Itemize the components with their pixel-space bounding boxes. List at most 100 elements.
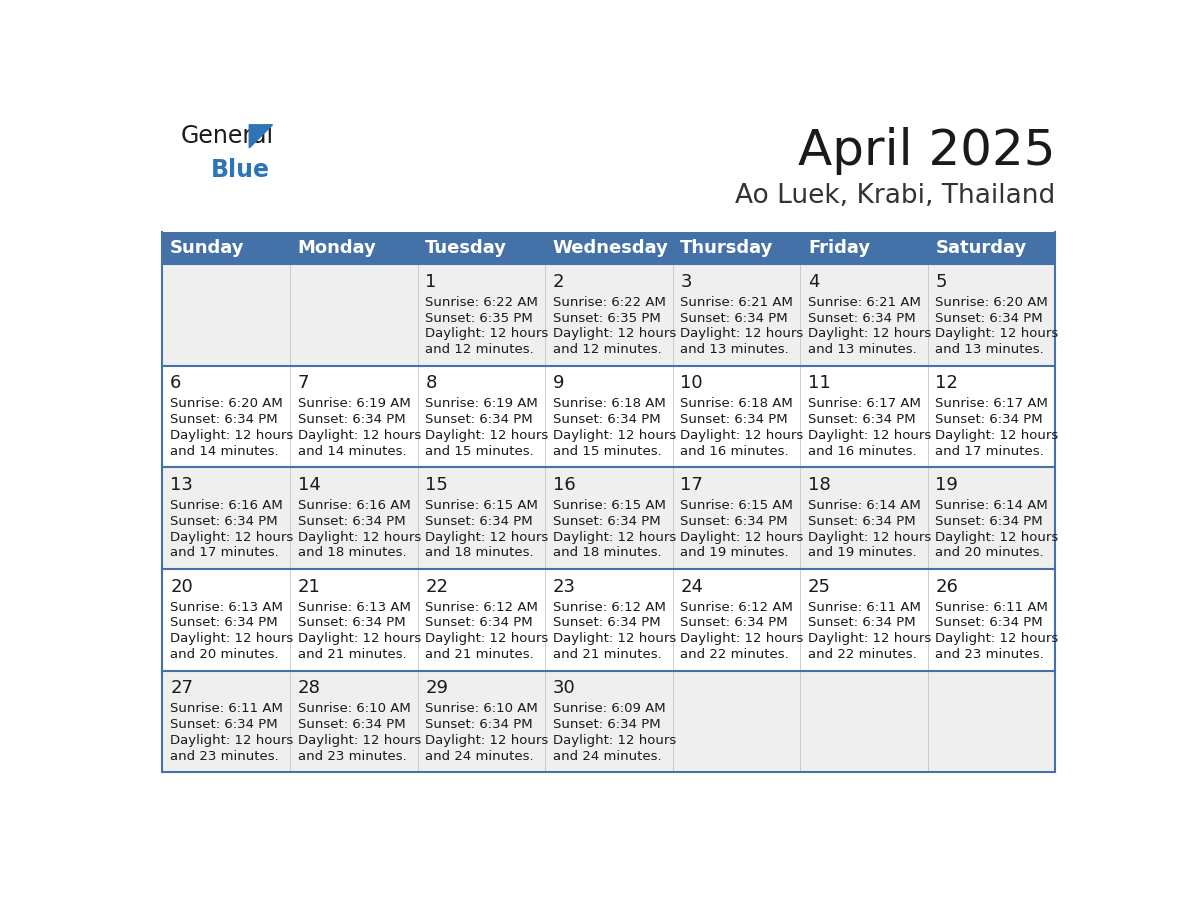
- Text: Sunset: 6:34 PM: Sunset: 6:34 PM: [170, 718, 278, 731]
- Text: Sunrise: 6:14 AM: Sunrise: 6:14 AM: [808, 499, 921, 512]
- Text: Sunset: 6:34 PM: Sunset: 6:34 PM: [552, 616, 661, 630]
- Text: Sunrise: 6:18 AM: Sunrise: 6:18 AM: [681, 397, 794, 410]
- Text: Sunset: 6:34 PM: Sunset: 6:34 PM: [298, 616, 405, 630]
- Text: Sunrise: 6:11 AM: Sunrise: 6:11 AM: [808, 600, 921, 613]
- Text: Sunrise: 6:12 AM: Sunrise: 6:12 AM: [425, 600, 538, 613]
- Text: Daylight: 12 hours: Daylight: 12 hours: [935, 531, 1059, 543]
- Text: and 18 minutes.: and 18 minutes.: [425, 546, 533, 559]
- Text: Daylight: 12 hours: Daylight: 12 hours: [425, 733, 549, 747]
- Text: Daylight: 12 hours: Daylight: 12 hours: [935, 429, 1059, 442]
- Text: Sunset: 6:34 PM: Sunset: 6:34 PM: [935, 311, 1043, 325]
- Text: 10: 10: [681, 375, 703, 392]
- Text: Daylight: 12 hours: Daylight: 12 hours: [425, 633, 549, 645]
- Text: 6: 6: [170, 375, 182, 392]
- Text: Daylight: 12 hours: Daylight: 12 hours: [298, 531, 421, 543]
- Text: General: General: [181, 124, 274, 148]
- Text: Sunday: Sunday: [170, 239, 245, 257]
- Bar: [163, 569, 1055, 671]
- Text: 12: 12: [935, 375, 959, 392]
- Text: 27: 27: [170, 679, 194, 697]
- Text: and 19 minutes.: and 19 minutes.: [808, 546, 916, 559]
- Text: and 21 minutes.: and 21 minutes.: [552, 648, 662, 661]
- Bar: [163, 365, 1055, 467]
- Text: and 15 minutes.: and 15 minutes.: [552, 444, 662, 458]
- Text: and 14 minutes.: and 14 minutes.: [170, 444, 279, 458]
- Text: Sunset: 6:34 PM: Sunset: 6:34 PM: [935, 515, 1043, 528]
- Text: Sunrise: 6:13 AM: Sunrise: 6:13 AM: [298, 600, 411, 613]
- Text: Sunset: 6:34 PM: Sunset: 6:34 PM: [935, 616, 1043, 630]
- Text: 3: 3: [681, 273, 691, 291]
- Text: Monday: Monday: [298, 239, 377, 257]
- Text: Sunset: 6:34 PM: Sunset: 6:34 PM: [298, 413, 405, 426]
- Text: Sunrise: 6:14 AM: Sunrise: 6:14 AM: [935, 499, 1048, 512]
- Text: Friday: Friday: [808, 239, 870, 257]
- Text: 19: 19: [935, 476, 959, 494]
- Text: Sunrise: 6:22 AM: Sunrise: 6:22 AM: [552, 296, 665, 308]
- Bar: [163, 671, 1055, 772]
- Text: Sunrise: 6:12 AM: Sunrise: 6:12 AM: [681, 600, 794, 613]
- Text: Sunrise: 6:21 AM: Sunrise: 6:21 AM: [808, 296, 921, 308]
- Text: Sunset: 6:34 PM: Sunset: 6:34 PM: [552, 413, 661, 426]
- Text: and 20 minutes.: and 20 minutes.: [935, 546, 1044, 559]
- Text: Daylight: 12 hours: Daylight: 12 hours: [681, 328, 803, 341]
- Text: Daylight: 12 hours: Daylight: 12 hours: [298, 633, 421, 645]
- Text: Daylight: 12 hours: Daylight: 12 hours: [552, 328, 676, 341]
- Text: Tuesday: Tuesday: [425, 239, 507, 257]
- Text: Daylight: 12 hours: Daylight: 12 hours: [808, 429, 931, 442]
- Text: Sunset: 6:34 PM: Sunset: 6:34 PM: [681, 515, 788, 528]
- Text: and 16 minutes.: and 16 minutes.: [681, 444, 789, 458]
- Text: and 23 minutes.: and 23 minutes.: [170, 750, 279, 763]
- Text: 9: 9: [552, 375, 564, 392]
- Text: 20: 20: [170, 577, 192, 596]
- Text: 16: 16: [552, 476, 575, 494]
- Text: Daylight: 12 hours: Daylight: 12 hours: [298, 429, 421, 442]
- Text: Sunset: 6:34 PM: Sunset: 6:34 PM: [808, 616, 916, 630]
- Text: and 14 minutes.: and 14 minutes.: [298, 444, 406, 458]
- Text: Sunrise: 6:15 AM: Sunrise: 6:15 AM: [552, 499, 665, 512]
- Text: Sunrise: 6:22 AM: Sunrise: 6:22 AM: [425, 296, 538, 308]
- Text: Sunrise: 6:15 AM: Sunrise: 6:15 AM: [681, 499, 794, 512]
- Text: 26: 26: [935, 577, 959, 596]
- Text: 5: 5: [935, 273, 947, 291]
- Text: and 17 minutes.: and 17 minutes.: [170, 546, 279, 559]
- Text: Ao Luek, Krabi, Thailand: Ao Luek, Krabi, Thailand: [735, 184, 1055, 209]
- Text: and 20 minutes.: and 20 minutes.: [170, 648, 279, 661]
- Text: Sunrise: 6:12 AM: Sunrise: 6:12 AM: [552, 600, 665, 613]
- Text: Daylight: 12 hours: Daylight: 12 hours: [935, 633, 1059, 645]
- Text: 7: 7: [298, 375, 309, 392]
- Text: Sunset: 6:34 PM: Sunset: 6:34 PM: [298, 515, 405, 528]
- Text: 24: 24: [681, 577, 703, 596]
- Text: Sunrise: 6:10 AM: Sunrise: 6:10 AM: [425, 702, 538, 715]
- Text: Daylight: 12 hours: Daylight: 12 hours: [170, 633, 293, 645]
- Text: Sunset: 6:34 PM: Sunset: 6:34 PM: [552, 718, 661, 731]
- Text: Daylight: 12 hours: Daylight: 12 hours: [552, 531, 676, 543]
- Text: and 13 minutes.: and 13 minutes.: [935, 343, 1044, 356]
- Polygon shape: [249, 125, 272, 148]
- Text: Daylight: 12 hours: Daylight: 12 hours: [681, 429, 803, 442]
- Text: and 12 minutes.: and 12 minutes.: [552, 343, 662, 356]
- Text: Thursday: Thursday: [681, 239, 773, 257]
- Text: Sunset: 6:34 PM: Sunset: 6:34 PM: [935, 413, 1043, 426]
- Text: Sunset: 6:34 PM: Sunset: 6:34 PM: [425, 413, 533, 426]
- Text: Sunset: 6:35 PM: Sunset: 6:35 PM: [425, 311, 533, 325]
- Text: 17: 17: [681, 476, 703, 494]
- Text: Sunset: 6:34 PM: Sunset: 6:34 PM: [681, 311, 788, 325]
- Text: 18: 18: [808, 476, 830, 494]
- Text: Sunrise: 6:16 AM: Sunrise: 6:16 AM: [298, 499, 411, 512]
- Text: Sunset: 6:34 PM: Sunset: 6:34 PM: [681, 413, 788, 426]
- Text: Daylight: 12 hours: Daylight: 12 hours: [552, 429, 676, 442]
- Text: Sunrise: 6:13 AM: Sunrise: 6:13 AM: [170, 600, 283, 613]
- Text: Sunrise: 6:20 AM: Sunrise: 6:20 AM: [935, 296, 1048, 308]
- Text: Daylight: 12 hours: Daylight: 12 hours: [681, 633, 803, 645]
- Text: 21: 21: [298, 577, 321, 596]
- Text: Sunrise: 6:09 AM: Sunrise: 6:09 AM: [552, 702, 665, 715]
- Text: and 23 minutes.: and 23 minutes.: [298, 750, 406, 763]
- Text: Daylight: 12 hours: Daylight: 12 hours: [681, 531, 803, 543]
- Text: Sunset: 6:34 PM: Sunset: 6:34 PM: [170, 515, 278, 528]
- Text: and 13 minutes.: and 13 minutes.: [808, 343, 917, 356]
- Text: Sunset: 6:34 PM: Sunset: 6:34 PM: [298, 718, 405, 731]
- Text: Daylight: 12 hours: Daylight: 12 hours: [425, 531, 549, 543]
- Text: 29: 29: [425, 679, 448, 697]
- Text: and 12 minutes.: and 12 minutes.: [425, 343, 535, 356]
- Text: 22: 22: [425, 577, 448, 596]
